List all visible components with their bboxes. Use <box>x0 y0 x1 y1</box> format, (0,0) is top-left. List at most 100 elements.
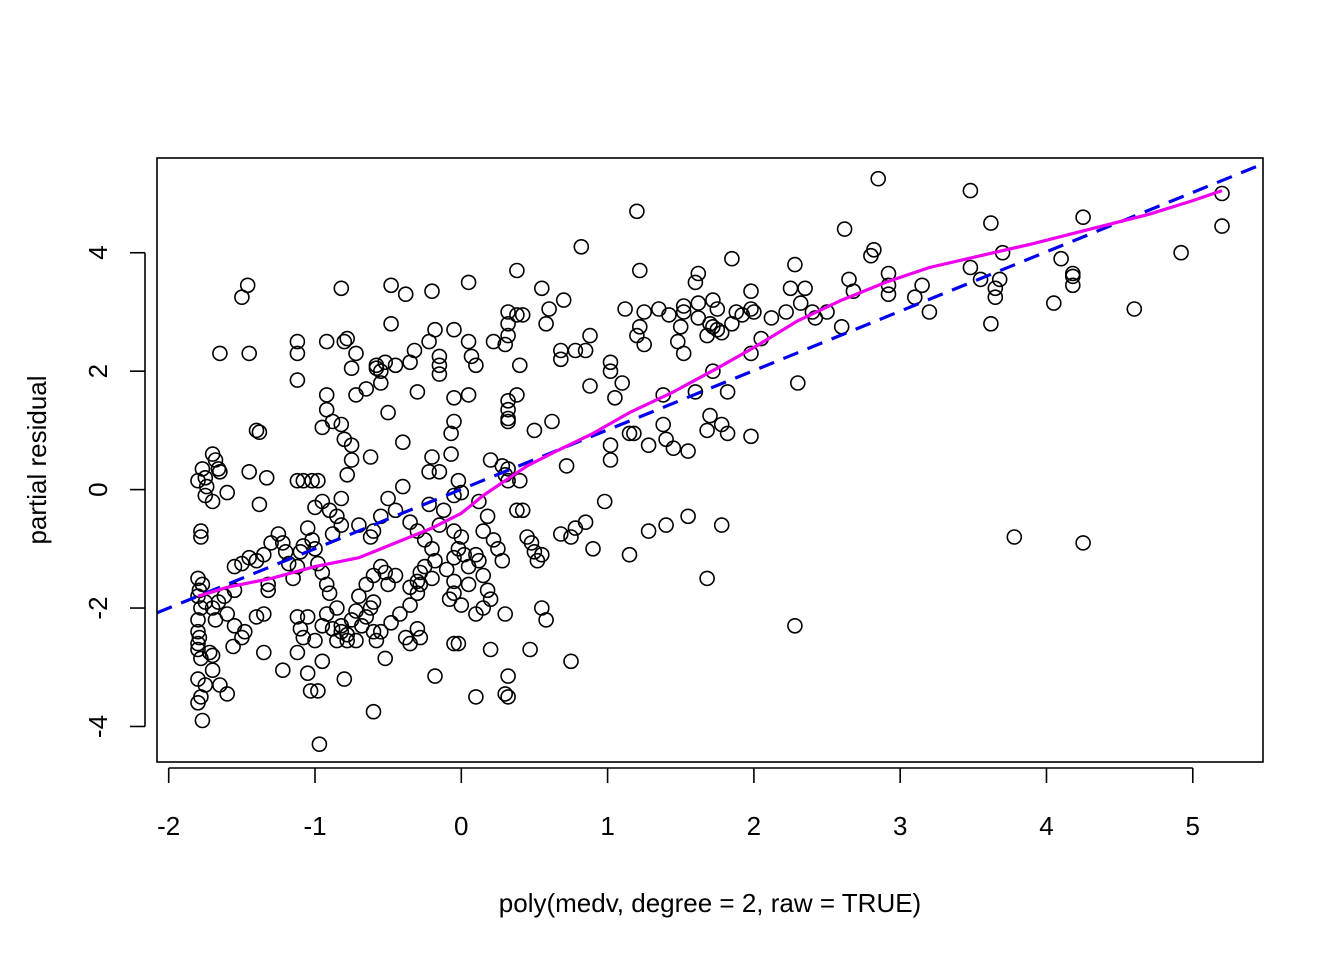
data-point <box>629 203 645 220</box>
data-point <box>450 540 467 557</box>
data-point <box>362 529 379 545</box>
data-point <box>194 461 211 477</box>
data-point <box>446 321 462 338</box>
data-point <box>368 632 385 649</box>
data-point <box>333 280 350 297</box>
data-point <box>485 532 502 548</box>
data-point <box>362 449 379 465</box>
data-point <box>533 546 550 563</box>
x-tick-label: -1 <box>303 811 326 841</box>
data-point <box>514 502 531 519</box>
data-point <box>500 472 516 489</box>
data-point <box>380 404 396 421</box>
data-point <box>991 271 1008 288</box>
data-point <box>255 606 272 622</box>
data-point <box>289 644 306 661</box>
plot-frame <box>156 157 1264 763</box>
data-point <box>602 437 619 454</box>
data-point <box>567 520 584 536</box>
data-point <box>983 315 999 332</box>
data-point <box>406 342 423 359</box>
data-point <box>193 650 209 667</box>
data-point <box>655 416 672 433</box>
data-point <box>289 609 306 625</box>
data-point <box>318 606 335 622</box>
data-point <box>538 612 554 628</box>
data-point <box>190 641 206 658</box>
data-point <box>314 653 331 670</box>
data-point <box>343 452 360 468</box>
data-point <box>460 274 477 291</box>
data-point <box>636 304 653 320</box>
data-point <box>191 629 208 646</box>
data-point <box>212 345 228 362</box>
data-point <box>621 425 638 442</box>
data-point <box>482 591 499 608</box>
x-tick-label: 4 <box>1039 811 1053 841</box>
data-point <box>629 327 645 344</box>
data-point <box>552 526 569 542</box>
data-point <box>260 582 277 599</box>
data-point <box>348 603 364 619</box>
data-point <box>460 576 477 593</box>
data-point <box>343 612 360 628</box>
data-point <box>724 250 740 267</box>
data-point <box>311 736 328 753</box>
data-point <box>365 703 382 720</box>
data-point <box>789 375 806 391</box>
data-point <box>241 345 257 362</box>
data-point <box>500 668 516 684</box>
data-point <box>329 600 345 616</box>
data-point <box>500 304 516 320</box>
data-point <box>1053 250 1069 267</box>
data-point <box>631 318 648 335</box>
data-point <box>453 529 470 545</box>
data-point <box>511 357 528 374</box>
y-tick-label: 2 <box>83 364 113 378</box>
x-axis-label: poly(medv, degree = 2, raw = TRUE) <box>499 888 921 918</box>
data-point <box>602 363 619 380</box>
data-point <box>412 564 429 581</box>
data-point <box>348 387 364 403</box>
data-point <box>475 523 492 539</box>
y-tick-label: 0 <box>83 482 113 496</box>
data-point <box>675 345 692 362</box>
data-point <box>258 469 275 486</box>
data-point <box>866 242 882 258</box>
data-point <box>880 286 897 303</box>
data-point <box>1046 295 1062 311</box>
data-point <box>421 463 437 480</box>
data-point <box>702 407 718 424</box>
data-point <box>743 283 759 300</box>
data-point <box>274 535 291 551</box>
data-point <box>500 689 516 705</box>
data-point <box>377 650 394 667</box>
data-point <box>248 609 265 625</box>
data-point <box>339 466 356 483</box>
data-point <box>555 292 572 308</box>
data-point <box>194 712 211 729</box>
data-point <box>460 387 477 403</box>
data-point <box>511 472 528 489</box>
data-point <box>709 321 726 338</box>
data-point <box>219 606 235 622</box>
data-point <box>402 514 418 531</box>
data-point <box>962 259 979 276</box>
data-point <box>743 428 759 445</box>
data-point <box>734 307 751 323</box>
data-point <box>1214 218 1230 234</box>
data-point <box>336 671 353 687</box>
data-point <box>962 182 979 199</box>
data-point <box>339 330 356 347</box>
data-point <box>412 576 429 593</box>
data-point <box>463 348 480 365</box>
data-point <box>987 289 1004 306</box>
data-point <box>631 262 648 279</box>
data-point <box>299 520 316 536</box>
data-point <box>351 588 367 605</box>
data-point <box>705 318 721 335</box>
data-point <box>333 517 350 533</box>
data-point <box>277 543 294 560</box>
data-point <box>675 304 692 320</box>
